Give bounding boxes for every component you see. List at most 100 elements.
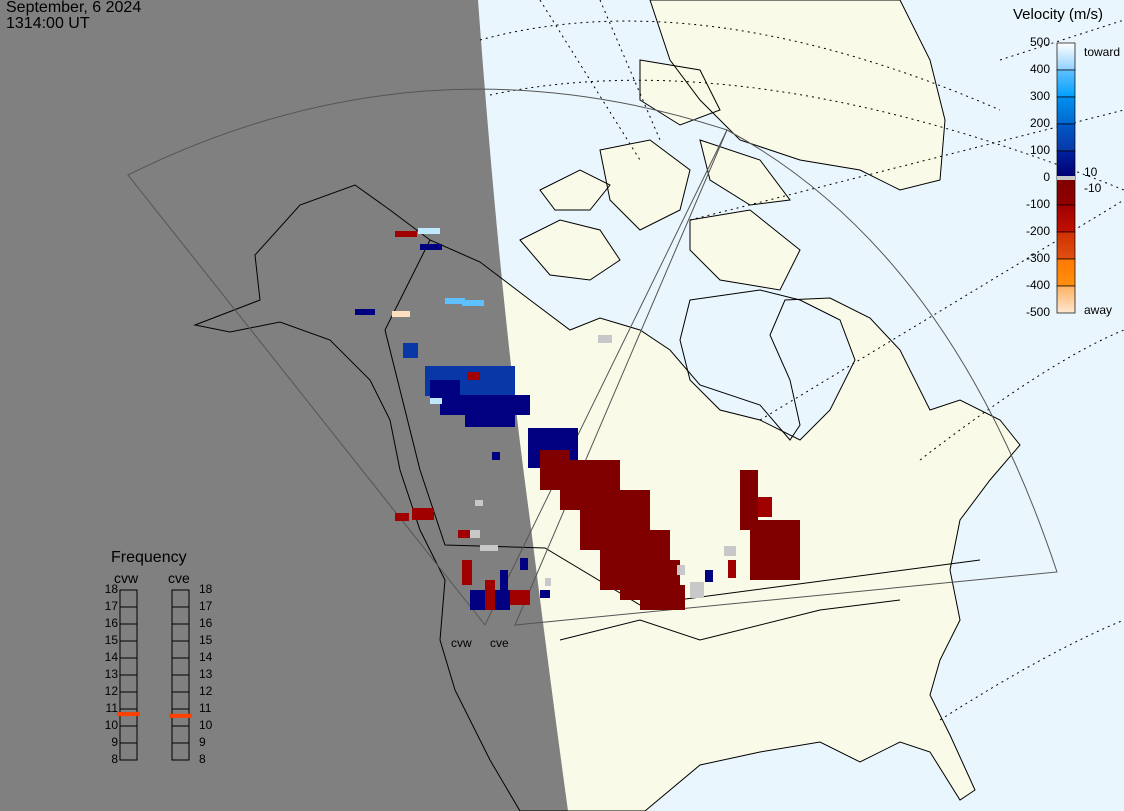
velocity-colorbar [1056,42,1076,314]
freq-tick: 13 [199,667,213,681]
freq-radar-cvw: cvw [114,570,139,586]
grid-lat-70 [489,79,1124,191]
scatter-cell [458,530,478,538]
freq-tick: 10 [199,718,213,732]
arctic-island-2-outline [599,139,691,231]
scatter-cell [468,372,480,380]
scatter-cell [475,500,483,506]
radar-label-cvw: cvw [451,636,472,650]
freq-tick: 12 [104,684,118,698]
arctic-island-4-outline [689,209,801,291]
scatter-cell [598,335,612,343]
scatter-cell [412,508,434,520]
scatter-cell [740,470,758,530]
scatter-cell [395,231,417,237]
grid-lat-80 [479,20,1001,111]
freq-tick: 10 [104,718,118,732]
grid-lon-1 [539,0,641,161]
arctic-island-3 [540,170,610,210]
colorbar-tick: -400 [1025,278,1050,292]
grid-lon-2 [599,0,661,141]
arctic-island-6-outline [639,59,721,126]
freq-tick: 8 [111,752,118,766]
colorbar-title: Velocity (m/s) [1013,6,1104,23]
scatter-cell [485,580,495,610]
night-region [0,0,568,811]
scatter-cell [445,298,465,304]
frequency-title: Frequency [111,549,187,566]
scatter-cell [470,530,480,538]
scatter-cell [480,545,498,551]
colorbar-segment [1056,123,1076,152]
colorbar-segment [1056,96,1076,125]
fov-cvw [127,88,728,626]
radar-fields-of-view [127,88,1058,626]
freq-tick: 15 [104,633,118,647]
time-label: 1314:00 UT [6,15,90,32]
freq-tick: 14 [199,650,213,664]
colorbar-tick: -300 [1025,251,1050,265]
colorbar-tick: -200 [1025,224,1050,238]
scatter-cell [418,228,440,234]
colorbar-tick: -100 [1025,197,1050,211]
scatter-cell [420,244,442,250]
gs-upper-label: 10 [1084,165,1098,179]
arctic-island-6 [640,60,720,125]
freq-tick: 12 [199,684,213,698]
scatter-cell [750,520,800,580]
velocity-scatter [355,228,800,610]
colorbar-segment [1056,258,1076,287]
colorbar-segment [1056,204,1076,233]
frequency-bars [117,589,192,761]
freq-tick: 9 [199,735,206,749]
freq-tick: 9 [111,735,118,749]
arctic-island-5 [700,140,790,205]
freq-tick: 17 [104,599,118,613]
colorbar-segment [1056,231,1076,260]
colorbar-segment [1056,285,1076,314]
colorbar-tick: -500 [1025,305,1050,319]
hudson-bay [680,290,855,440]
freq-tick: 13 [104,667,118,681]
freq-tick: 17 [199,599,213,613]
freq-tick: 8 [199,752,206,766]
scatter-cell [465,415,515,427]
scatter-cell [430,398,442,404]
coastlines [193,0,1021,811]
scatter-cell [462,300,484,306]
freq-tick: 16 [199,616,213,630]
state-lines [559,599,901,641]
colorbar-tick: 100 [1029,143,1050,157]
colorbar-tick: 200 [1029,116,1050,130]
scatter-cell [758,497,772,517]
colorbar-ground-scatter [1057,176,1075,180]
hudson-bay-outline [679,289,856,441]
freq-radar-cve: cve [168,570,190,586]
arctic-island-1 [520,220,620,280]
away-label: away [1084,303,1113,317]
scatter-cell [510,590,530,605]
freq-tick: 18 [199,582,213,596]
colorbar-tick: 500 [1029,35,1050,49]
scatter-cell [540,590,550,598]
scatter-cell [640,585,685,610]
radar-label-cve: cve [490,636,509,650]
arctic-island-3-outline [539,169,611,211]
scatter-cell [677,565,685,575]
scatter-cell [395,513,409,521]
freq-tick: 18 [104,582,118,596]
scatter-cell [500,570,508,600]
scatter-cell [705,570,713,582]
scatter-cell [355,309,375,315]
timestamp: September, 6 2024 1314:00 UT [6,0,141,32]
colorbar-segment [1056,42,1076,71]
freq-marker-cvw [117,712,140,717]
freq-tick: 16 [104,616,118,630]
fov-cve [514,129,1058,626]
colorbar-tick: 300 [1029,89,1050,103]
scatter-cell [545,578,551,586]
colorbar-tick: 0 [1043,170,1050,184]
freq-tick: 14 [104,650,118,664]
colorbar-segment [1056,177,1076,206]
